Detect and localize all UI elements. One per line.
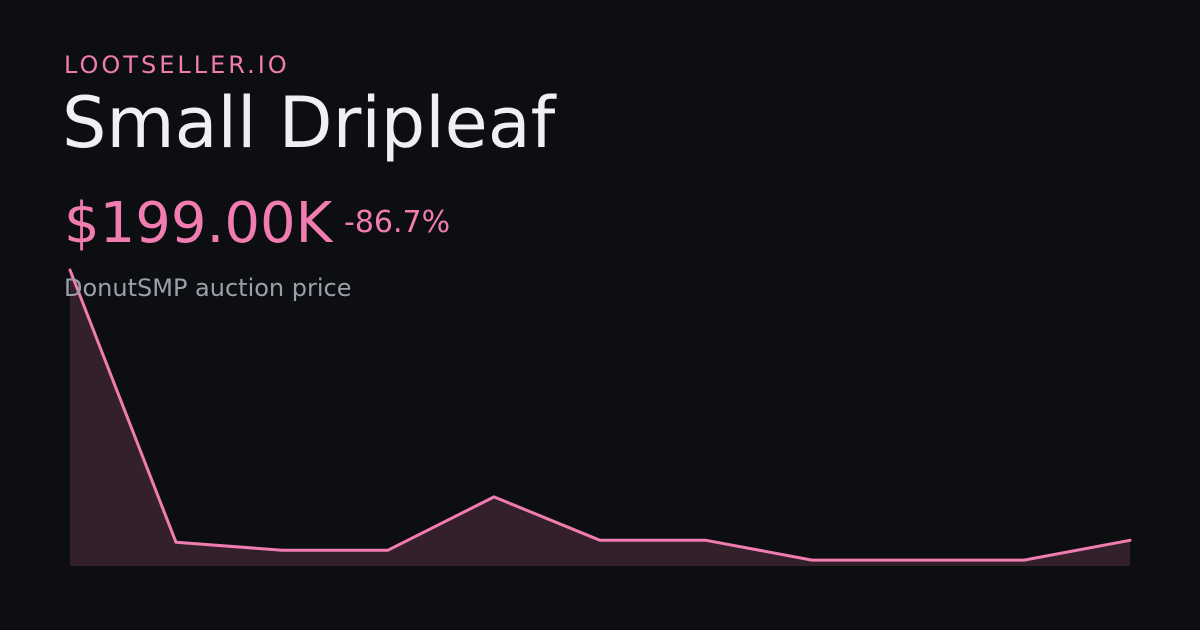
brand-logo-text[interactable]: LOOTSELLER.IO <box>64 51 290 79</box>
price-change: -86.7% <box>344 205 451 240</box>
chart-area-fill <box>70 270 1130 566</box>
current-price: $199.00K <box>64 191 333 256</box>
chart-subtitle: DonutSMP auction price <box>64 274 352 302</box>
chart-series-line <box>68 268 1132 562</box>
page-title: Small Dripleaf <box>62 82 556 164</box>
